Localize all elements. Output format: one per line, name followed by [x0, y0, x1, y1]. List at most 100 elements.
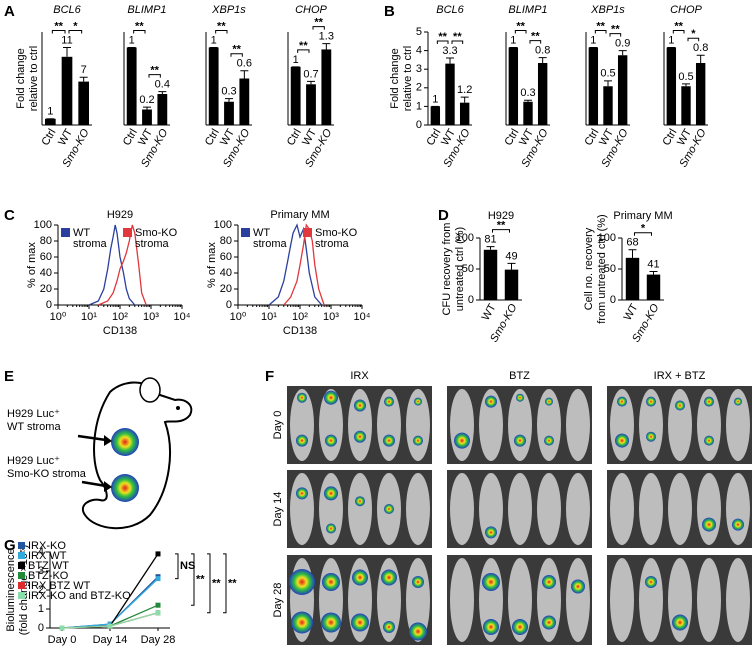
y-tick-label: 3	[416, 63, 422, 75]
signal	[384, 504, 394, 514]
signal	[384, 396, 394, 407]
value-label: 11	[61, 34, 72, 46]
signal	[485, 395, 497, 408]
error-bar	[240, 70, 249, 79]
diagram-label: WT stroma	[7, 421, 61, 433]
significance-bracket	[223, 553, 227, 614]
bar	[290, 66, 301, 125]
significance-label: **	[596, 20, 605, 32]
chart-title: CHOP	[670, 4, 702, 16]
significance-label: **	[453, 31, 462, 43]
y-tick-label: 100	[34, 219, 52, 231]
signal	[354, 430, 366, 443]
legend-label: IRX-KO	[28, 540, 66, 552]
significance-label: NS	[180, 560, 195, 572]
value-label: 1	[129, 34, 135, 46]
value-label: 49	[505, 250, 517, 262]
mouse	[348, 473, 372, 545]
value-label: 0.5	[678, 71, 693, 83]
legend-swatch	[241, 228, 250, 237]
mouse	[697, 558, 721, 642]
value-label: 0.8	[693, 42, 708, 54]
signal	[322, 573, 340, 591]
signal	[381, 569, 397, 586]
significance-bracket	[436, 40, 449, 45]
x-tick-label: 10⁰	[50, 311, 67, 323]
mouse-image	[287, 470, 432, 548]
value-label: 1	[211, 34, 217, 46]
error-bar	[604, 80, 612, 87]
value-label: 41	[647, 258, 659, 270]
x-tick-label: Day 28	[141, 634, 176, 646]
bar	[504, 269, 519, 300]
significance-label: **	[150, 65, 159, 77]
mouse-image	[607, 470, 752, 548]
mouse	[639, 473, 663, 545]
x-tick-label: 10²	[292, 311, 308, 323]
signal	[352, 569, 368, 586]
mouse	[406, 558, 430, 642]
error-bar	[225, 98, 233, 102]
bar	[681, 86, 691, 125]
signal	[704, 435, 714, 446]
value-label: 0.6	[237, 58, 252, 70]
mouse	[508, 473, 532, 545]
mouse	[319, 473, 343, 545]
significance-label: **	[196, 573, 205, 585]
legend-label: IRX BTZ WT	[28, 580, 91, 592]
mouse-diagram	[77, 377, 193, 530]
y-tick-label: 0	[416, 119, 422, 131]
y-tick-label: 40	[40, 267, 52, 279]
bar	[157, 94, 168, 125]
significance-label: *	[641, 223, 646, 235]
x-tick-label: 10³	[143, 311, 159, 323]
bar	[208, 47, 219, 125]
mouse	[450, 473, 474, 545]
chart-title: XBP1s	[211, 4, 246, 16]
legend-swatch	[18, 552, 25, 559]
bar	[537, 63, 548, 125]
x-axis-label: CD138	[103, 325, 137, 337]
significance-bracket	[514, 30, 527, 34]
signal	[514, 434, 526, 447]
bar	[523, 101, 533, 125]
significance-bracket	[191, 553, 195, 606]
x-tick-label: Ctrl	[121, 127, 140, 148]
mouse	[406, 473, 430, 545]
bar	[646, 274, 661, 300]
x-tick-label: WT	[622, 302, 641, 323]
signal	[355, 496, 365, 507]
panel-letter: D	[438, 207, 449, 224]
bar	[459, 102, 470, 125]
signal	[516, 393, 524, 402]
bar	[445, 63, 455, 125]
value-label: 1	[668, 34, 674, 46]
signal	[289, 569, 315, 595]
value-label: 0.3	[221, 86, 236, 98]
value-label: 0.5	[600, 68, 615, 80]
column-label: IRX + BTZ	[654, 370, 706, 382]
y-tick-label: 3	[38, 565, 44, 577]
significance-label: **	[54, 20, 63, 32]
legend-swatch	[18, 572, 25, 579]
error-bar	[538, 57, 547, 63]
mouse	[697, 473, 721, 545]
legend-label: IRX WT	[28, 550, 67, 562]
legend-swatch	[18, 562, 25, 569]
chart-title: BCL6	[436, 4, 464, 16]
mouse	[566, 473, 590, 545]
value-label: 0.8	[535, 44, 550, 56]
row-label: Day 28	[272, 583, 284, 618]
signal	[542, 575, 556, 589]
signal	[732, 518, 744, 531]
y-tick-label: 20	[220, 283, 232, 295]
signal	[615, 433, 629, 448]
x-tick-label: 10⁴	[354, 311, 371, 323]
significance-bracket	[594, 30, 607, 34]
signal	[383, 621, 395, 633]
value-label: 68	[626, 237, 638, 249]
series-line	[268, 223, 323, 306]
value-label: 3.3	[442, 45, 457, 57]
mouse-image	[447, 470, 592, 548]
y-tick-label: 80	[220, 235, 232, 247]
